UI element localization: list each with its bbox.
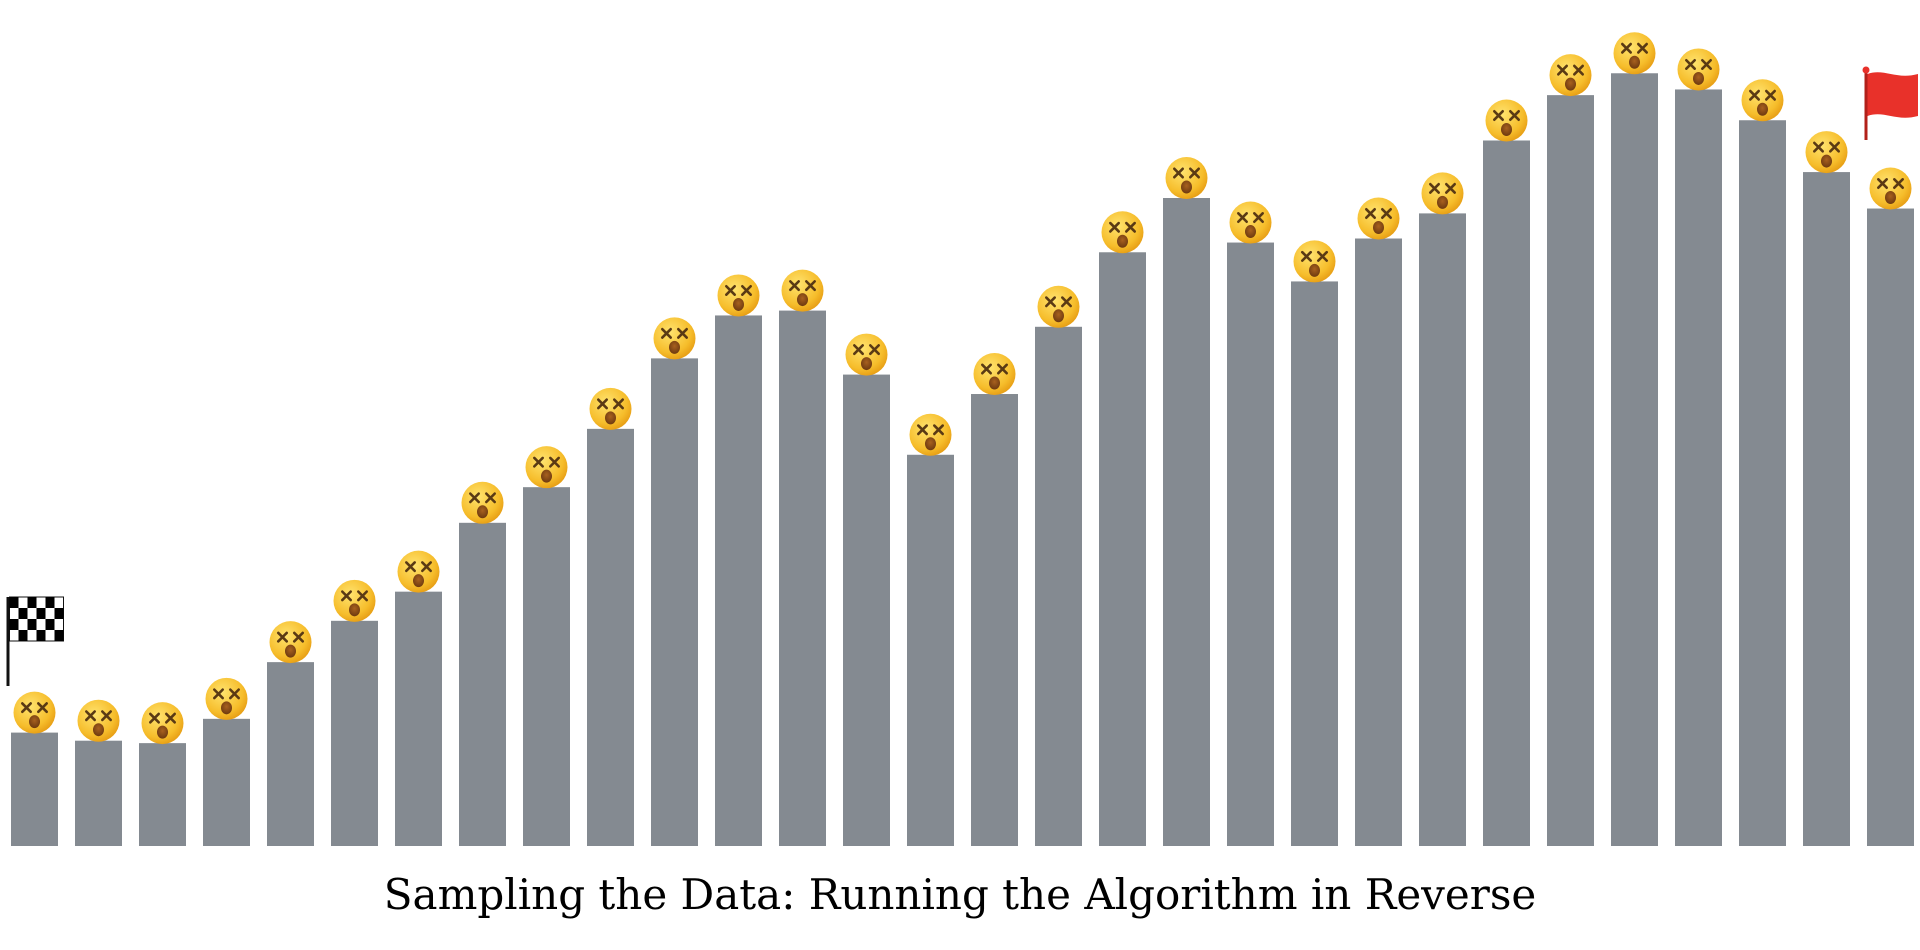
bar [587, 428, 634, 846]
dizzy-face-icon [461, 481, 504, 524]
dizzy-face-icon [205, 677, 248, 720]
dizzy-face-icon [1805, 131, 1848, 174]
bar [715, 315, 762, 846]
bar [1419, 213, 1466, 846]
bar [331, 620, 378, 846]
dizzy-face-icon [1869, 167, 1912, 210]
dizzy-face-icon [13, 691, 56, 734]
bar [267, 662, 314, 846]
dizzy-face-icon [909, 413, 952, 456]
dizzy-face-icon [717, 274, 760, 317]
dizzy-face-icon [1229, 201, 1272, 244]
dizzy-face-icon [1485, 99, 1528, 142]
dizzy-face-icon [1037, 285, 1080, 328]
bar [1163, 198, 1210, 846]
bar [1227, 242, 1274, 847]
bar [1291, 281, 1338, 846]
bar [1483, 140, 1530, 847]
dizzy-face-icon [1293, 240, 1336, 283]
bar [1355, 238, 1402, 846]
markers-group [13, 32, 1912, 745]
bar [523, 487, 570, 846]
red-flag-icon [1862, 66, 1918, 140]
dizzy-face-icon [1101, 211, 1144, 254]
dizzy-face-icon [269, 621, 312, 664]
bars-group [11, 73, 1914, 847]
dizzy-face-icon [1741, 79, 1784, 122]
bar [651, 358, 698, 846]
dizzy-face-icon [1549, 54, 1592, 97]
bar [75, 740, 122, 846]
dizzy-face-icon [1357, 197, 1400, 240]
dizzy-face-icon [1165, 157, 1208, 199]
bar [1547, 95, 1594, 846]
bar [971, 394, 1018, 846]
bar [1867, 208, 1914, 846]
checkered-flag-icon [6, 596, 64, 686]
dizzy-face-icon [397, 550, 440, 593]
bar [1099, 252, 1146, 846]
dizzy-face-icon [1613, 32, 1656, 75]
bar [1035, 326, 1082, 846]
bar [843, 374, 890, 846]
chart-caption: Sampling the Data: Running the Algorithm… [383, 870, 1537, 919]
dizzy-face-icon [653, 317, 696, 360]
bar [139, 743, 186, 846]
bar [203, 718, 250, 846]
dizzy-face-icon [845, 333, 888, 376]
bar [1739, 120, 1786, 847]
bar [459, 522, 506, 846]
dizzy-face-icon [333, 579, 376, 622]
dizzy-face-icon [973, 353, 1016, 396]
bar [1675, 89, 1722, 846]
dizzy-face-icon [1421, 172, 1464, 215]
bar [907, 454, 954, 846]
dizzy-face-icon [77, 699, 120, 742]
dizzy-face-icon [781, 269, 824, 312]
bar [1611, 73, 1658, 846]
bar [395, 591, 442, 846]
bar [11, 732, 58, 846]
bar [1803, 172, 1850, 846]
dizzy-face-icon [1677, 48, 1720, 91]
dizzy-face-icon [589, 387, 632, 430]
dizzy-face-icon [525, 446, 568, 489]
dizzy-face-icon [141, 702, 184, 745]
bar [779, 310, 826, 847]
